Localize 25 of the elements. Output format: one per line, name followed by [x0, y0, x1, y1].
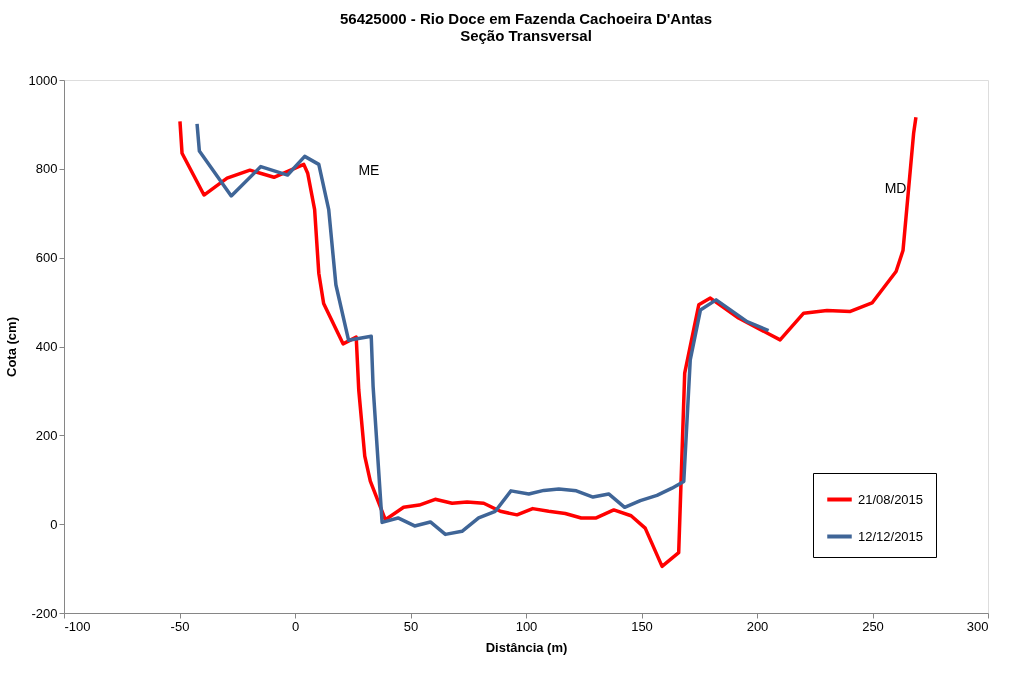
y-tick-label: -200: [31, 605, 58, 621]
annotation: ME: [358, 161, 380, 178]
y-tick-label: 800: [35, 161, 58, 177]
legend-label: 21/08/2015: [858, 491, 924, 507]
y-tick-label: 600: [35, 250, 58, 266]
legend-label: 12/12/2015: [858, 528, 924, 544]
text: 56425000 - Rio Doce em Fazenda Cachoeira D'Antas: [339, 10, 713, 27]
x-tick-label: -100: [64, 618, 91, 634]
x-tick-label: -50: [170, 618, 190, 634]
x-tick-label: 0: [291, 618, 300, 634]
annotation: MD: [884, 180, 907, 197]
line-series: [195, 122, 771, 537]
x-tick-label: 300: [966, 618, 989, 634]
x-tick-label: 50: [403, 618, 419, 634]
y-axis-title: Cota (cm): [3, 317, 19, 377]
y-tick-label: 200: [35, 427, 58, 443]
x-tick-label: 250: [862, 618, 884, 634]
x-tick-label: 200: [746, 618, 769, 634]
text: Seção Transversal: [460, 27, 592, 44]
x-axis-title: Distância (m): [485, 639, 568, 655]
y-tick-label: 400: [35, 339, 58, 354]
y-tick-label: 1000: [28, 72, 58, 88]
y-tick-label: 0: [50, 516, 58, 532]
x-tick-label: 150: [631, 618, 653, 634]
x-tick-label: 100: [515, 618, 538, 634]
